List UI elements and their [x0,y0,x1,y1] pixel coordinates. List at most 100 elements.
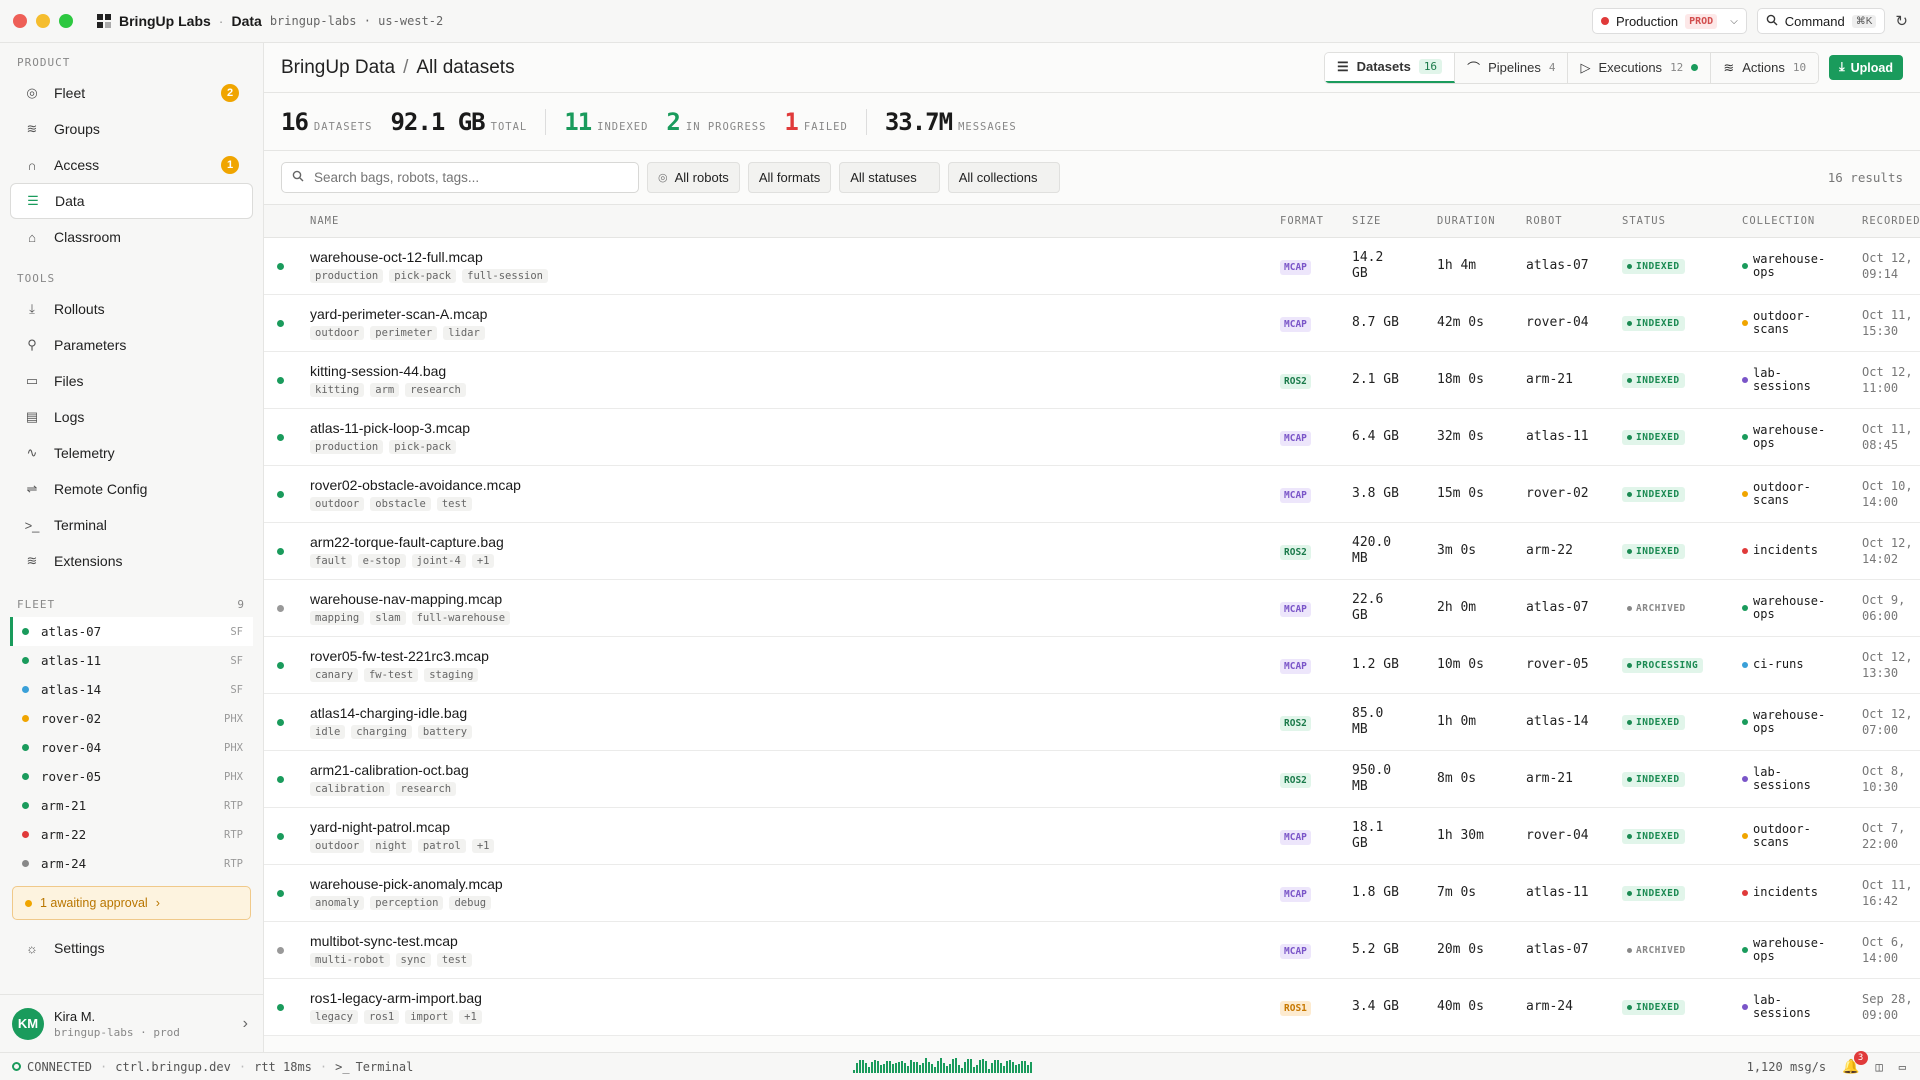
dataset-name[interactable]: arm21-calibration-oct.bag [310,761,469,778]
refresh-icon[interactable]: ↻ [1895,13,1908,30]
tag[interactable]: production [310,439,384,454]
column-header-collection[interactable]: COLLECTION [1742,205,1862,238]
tag[interactable]: outdoor [310,325,365,340]
sidebar-item-classroom[interactable]: ⌂ Classroom [10,219,253,255]
tag[interactable]: canary [310,667,358,682]
table-row[interactable]: warehouse-oct-12-full.mcap production pick… [264,237,1920,294]
tag[interactable]: idle [310,724,346,739]
robot-value[interactable]: atlas-07 [1526,941,1589,957]
robot-value[interactable]: rover-04 [1526,827,1589,843]
tag[interactable]: calibration [310,781,390,796]
fleet-item-atlas-11[interactable]: atlas-11 SF [10,646,253,675]
tag[interactable]: anomaly [310,895,365,910]
tab-executions[interactable]: ▷ Executions 12 [1568,52,1712,83]
sidebar-item-settings[interactable]: ☼ Settings [10,930,253,966]
fleet-item-rover-02[interactable]: rover-02 PHX [10,704,253,733]
filter-collections[interactable]: All collections [947,162,1061,193]
robot-value[interactable]: rover-05 [1526,656,1589,672]
collection-cell[interactable]: ci-runs [1742,658,1862,671]
robot-value[interactable]: atlas-07 [1526,599,1589,615]
tag[interactable]: fw-test [363,667,419,682]
tag[interactable]: pick-pack [389,268,457,283]
sidebar-item-terminal[interactable]: >_ Terminal [10,507,253,543]
sidebar-item-data[interactable]: ☰ Data [10,183,253,219]
breadcrumb-data[interactable]: Data [231,13,262,29]
tag[interactable]: ros1 [363,1009,400,1024]
tag[interactable]: battery [417,724,473,739]
user-profile[interactable]: KM Kira M. bringup-labs · prod › [0,994,264,1052]
collection-cell[interactable]: warehouse- ops [1742,594,1862,621]
table-row[interactable]: warehouse-pick-anomaly.mcap anomaly percep… [264,864,1920,921]
dataset-name[interactable]: rover02-obstacle-avoidance.mcap [310,476,521,493]
tag[interactable]: charging [351,724,412,739]
filter-robots[interactable]: ◎ All robots [647,162,740,193]
collection-cell[interactable]: incidents [1742,886,1862,899]
minimize-window-button[interactable] [36,14,50,28]
sidebar-item-extensions[interactable]: ≋ Extensions [10,543,253,579]
table-row[interactable]: multibot-sync-test.mcap multi-robot sync te… [264,921,1920,978]
table-row[interactable]: warehouse-nav-mapping.mcap mapping slam ful… [264,579,1920,636]
dataset-name[interactable]: rover05-fw-test-221rc3.mcap [310,647,489,664]
tag[interactable]: research [395,781,457,796]
brand[interactable]: BringUp Labs [97,13,211,29]
column-header-name[interactable]: NAME [310,205,1280,238]
table-row[interactable]: kitting-session-44.bag kitting arm research… [264,351,1920,408]
sidebar-item-parameters[interactable]: ⚲ Parameters [10,327,253,363]
title-root[interactable]: BringUp Data [281,56,396,78]
table-row[interactable]: ros1-legacy-arm-import.bag legacy ros1 impo… [264,978,1920,1035]
fleet-item-atlas-14[interactable]: atlas-14 SF [10,675,253,704]
tag[interactable]: perimeter [370,325,438,340]
fleet-item-atlas-07[interactable]: atlas-07 SF [10,617,253,646]
tab-actions[interactable]: ≋ Actions 10 [1711,52,1819,83]
robot-value[interactable]: atlas-07 [1526,257,1589,273]
dataset-name[interactable]: multibot-sync-test.mcap [310,932,458,949]
filter-formats[interactable]: All formats [747,162,832,193]
robot-value[interactable]: rover-02 [1526,485,1589,501]
tag[interactable]: test [436,952,473,967]
sidebar-toggle-icon[interactable]: ◫ [1875,1059,1883,1074]
tag[interactable]: obstacle [370,496,431,511]
robot-value[interactable]: atlas-11 [1526,428,1589,444]
tag[interactable]: mapping [310,610,365,625]
close-window-button[interactable] [13,14,27,28]
tab-datasets[interactable]: ☰ Datasets 16 [1324,52,1456,83]
sidebar-item-groups[interactable]: ≋ Groups [10,111,253,147]
tag[interactable]: kitting [310,382,365,397]
collection-cell[interactable]: lab- sessions [1742,765,1862,792]
tag[interactable]: production [310,268,384,283]
table-row[interactable]: arm22-torque-fault-capture.bag fault e-sto… [264,522,1920,579]
dataset-name[interactable]: kitting-session-44.bag [310,362,447,379]
tag[interactable]: import [405,1009,454,1024]
column-header-size[interactable]: SIZE [1352,205,1437,238]
column-header-format[interactable]: FORMAT [1280,205,1352,238]
tag[interactable]: slam [370,610,406,625]
fleet-item-arm-24[interactable]: arm-24 RTP [10,849,253,878]
dataset-name[interactable]: warehouse-nav-mapping.mcap [310,590,503,607]
collection-cell[interactable]: outdoor- scans [1742,480,1862,507]
tag[interactable]: pick-pack [389,439,457,454]
robot-value[interactable]: atlas-11 [1526,884,1589,900]
column-header-status[interactable]: STATUS [1622,205,1742,238]
collection-cell[interactable]: lab- sessions [1742,366,1862,393]
dataset-name[interactable]: yard-night-patrol.mcap [310,818,451,835]
tag[interactable]: full-warehouse [411,610,511,625]
tag[interactable]: staging [424,667,479,682]
tag[interactable]: outdoor [310,496,365,511]
sidebar-item-access[interactable]: ∩ Access 1 [10,147,253,183]
tag[interactable]: joint-4 [411,553,466,568]
collection-cell[interactable]: outdoor- scans [1742,822,1862,849]
notifications-button[interactable]: 🔔 3 [1842,1050,1868,1075]
table-row[interactable]: yard-perimeter-scan-A.mcap outdoor perimet… [264,294,1920,351]
tag[interactable]: lidar [443,325,485,340]
collection-cell[interactable]: warehouse- ops [1742,708,1862,735]
sidebar-item-telemetry[interactable]: ∿ Telemetry [10,435,253,471]
column-header-robot[interactable]: ROBOT [1526,205,1622,238]
robot-value[interactable]: rover-04 [1526,314,1589,330]
collection-cell[interactable]: warehouse- ops [1742,936,1862,963]
tag[interactable]: +1 [471,553,495,568]
tag[interactable]: fault [310,553,352,568]
tag[interactable]: test [436,496,473,511]
tag[interactable]: full-session [462,268,548,283]
sidebar-item-logs[interactable]: ▤ Logs [10,399,253,435]
sidebar-item-rollouts[interactable]: ⤓ Rollouts [10,291,253,327]
